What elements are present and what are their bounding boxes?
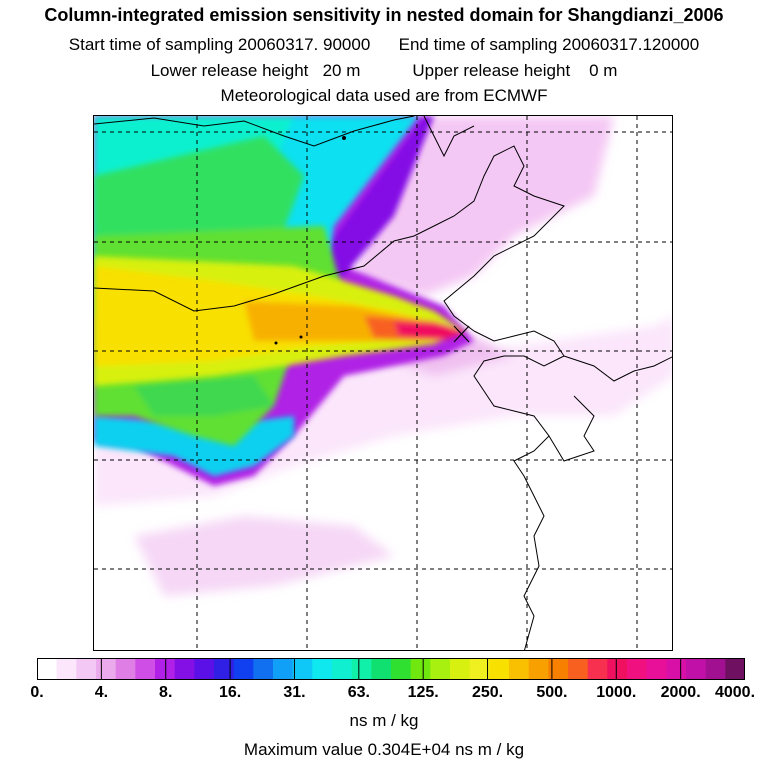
colorbar-cell <box>469 658 490 680</box>
colorbar-cell <box>214 658 235 680</box>
sampling-time-line: Start time of sampling 20060317. 90000 E… <box>0 35 768 55</box>
colorbar-cell <box>509 658 530 680</box>
lakes <box>274 136 346 345</box>
station-marker <box>453 325 470 343</box>
maximum-value-line: Maximum value 0.304E+04 ns m / kg <box>243 740 525 759</box>
colorbar-tick-label: 1000. <box>596 684 637 701</box>
colorbar-tick-label: 250. <box>471 684 504 701</box>
start-time-value: 20060317. 90000 <box>237 35 371 54</box>
colorbar-cell <box>233 658 254 680</box>
sensitivity-field-high <box>94 256 466 386</box>
plot-title: Column-integrated emission sensitivity i… <box>44 5 724 25</box>
colorbar-cell <box>351 658 372 680</box>
colorbar-tick-label: 2000. <box>660 684 701 701</box>
colorbar-cell <box>548 658 569 680</box>
met-data-line: Meteorological data used are from ECMWF <box>220 86 548 105</box>
colorbar-cell <box>587 658 608 680</box>
colorbar-cell <box>705 658 726 680</box>
colorbar-tick-label: 500. <box>536 684 568 701</box>
colorbar-cell <box>135 658 156 680</box>
colorbar-cell <box>391 658 412 680</box>
upper-height-value: 0 m <box>589 61 618 80</box>
end-time-label: End time of sampling <box>398 35 558 54</box>
colorbar-cell <box>528 658 549 680</box>
lower-height-label: Lower release height <box>150 61 309 80</box>
colorbar-tick-label: 4. <box>94 684 109 701</box>
colorbar-cell <box>607 658 628 680</box>
colorbar-cell <box>627 658 648 680</box>
colorbar-cell <box>686 658 707 680</box>
release-height-line: Lower release height 20 m Upper release … <box>0 61 768 81</box>
colorbar-tick-label: 0. <box>30 684 44 701</box>
colorbar <box>37 658 745 680</box>
lat-lon-grid <box>94 116 672 650</box>
colorbar-cell <box>273 658 294 680</box>
emission-sensitivity-map <box>93 115 673 651</box>
end-time-value: 20060317.120000 <box>562 35 700 54</box>
colorbar-tick-label: 63. <box>347 684 370 701</box>
colorbar-cell <box>646 658 667 680</box>
colorbar-cell <box>194 658 215 680</box>
colorbar-cell <box>332 658 353 680</box>
colorbar-cell <box>568 658 589 680</box>
colorbar-tick-label: 16. <box>218 684 242 701</box>
upper-height-label: Upper release height <box>412 61 571 80</box>
colorbar-units: ns m / kg <box>349 711 419 730</box>
colorbar-cell <box>76 658 97 680</box>
colorbar-tick-label: 125. <box>407 684 439 701</box>
colorbar-cell <box>115 658 136 680</box>
colorbar-cell <box>96 658 117 680</box>
colorbar-cell <box>155 658 176 680</box>
colorbar-cell <box>174 658 195 680</box>
colorbar-cell <box>292 658 313 680</box>
start-time-label: Start time of sampling <box>68 35 234 54</box>
colorbar-cell <box>37 658 58 680</box>
colorbar-tick-label: 4000. <box>714 684 756 701</box>
colorbar-cell <box>371 658 392 680</box>
colorbar-tick-labels: 0. 4. 8. 16. 31. 63. 125. 250. 500. 1000. 2000. 400… <box>0 684 768 706</box>
colorbar-cell <box>430 658 451 680</box>
colorbar-cell <box>253 658 274 680</box>
colorbar-cell <box>410 658 431 680</box>
coastlines <box>94 116 672 650</box>
colorbar-cell <box>489 658 510 680</box>
colorbar-cell <box>312 658 333 680</box>
colorbar-cell <box>725 658 745 680</box>
colorbar-cell <box>666 658 687 680</box>
lower-height-value: 20 m <box>322 61 361 80</box>
colorbar-tick-label: 31. <box>283 684 306 701</box>
colorbar-tick-label: 8. <box>159 684 173 701</box>
colorbar-cell <box>450 658 471 680</box>
colorbar-cell <box>56 658 77 680</box>
